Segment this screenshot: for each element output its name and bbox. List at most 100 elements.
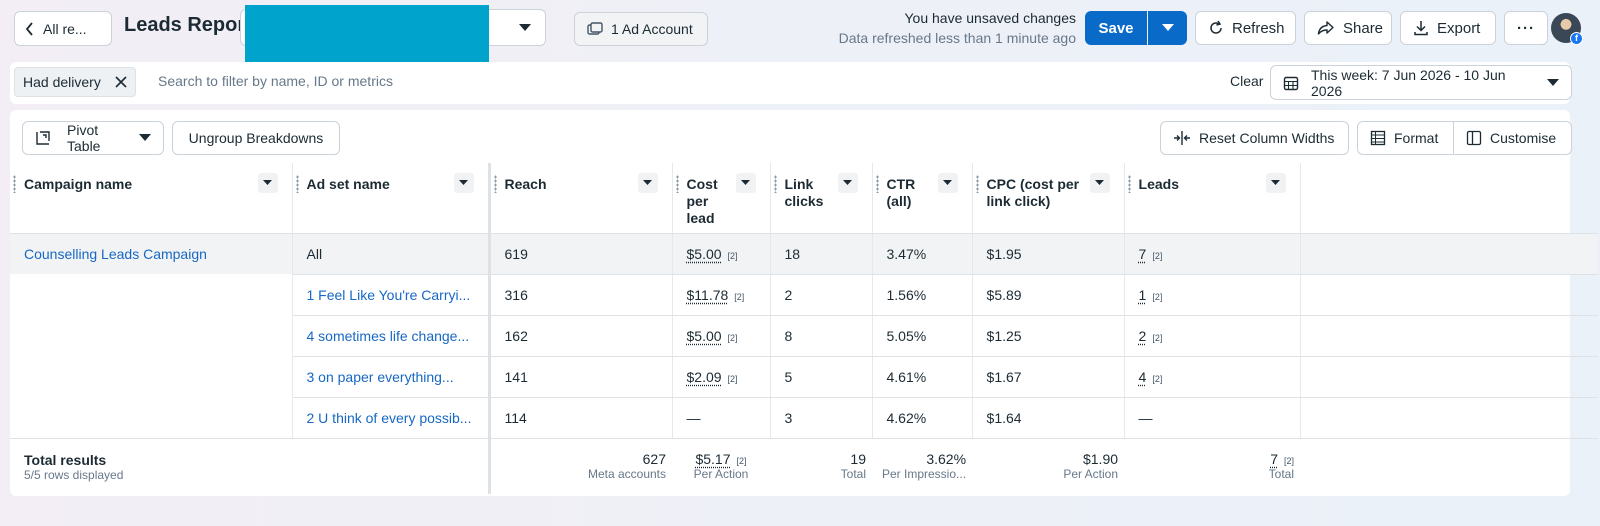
date-range-label: This week: 7 Jun 2026 - 10 Jun 2026 xyxy=(1311,66,1506,99)
totals-row: Total results 5/5 rows displayed 627 Meta… xyxy=(10,438,1598,494)
leads-cell[interactable]: 2 [2] xyxy=(1124,315,1301,357)
share-label: Share xyxy=(1343,19,1384,37)
save-options-button[interactable] xyxy=(1148,11,1187,45)
column-header-spacer xyxy=(1300,163,1599,234)
cost-per-lead-cell[interactable]: $5.00 [2] xyxy=(672,315,771,357)
filter-chip-had-delivery[interactable]: Had delivery xyxy=(14,67,136,97)
calendar-icon xyxy=(1283,76,1299,90)
column-header-ctr[interactable]: CTR (all) xyxy=(872,163,973,234)
spacer-cell xyxy=(1300,438,1598,494)
caret-down-icon[interactable] xyxy=(837,173,858,193)
campaign-name-link[interactable]: Counselling Leads Campaign xyxy=(10,233,293,274)
cpc-cell: $1.25 xyxy=(972,315,1125,357)
back-button[interactable]: All re... xyxy=(14,11,112,46)
caret-down-icon[interactable] xyxy=(1089,173,1110,193)
pivot-table-button[interactable]: Pivot Table xyxy=(22,121,164,155)
cost-per-lead-cell: — xyxy=(672,397,771,439)
share-icon xyxy=(1317,21,1334,35)
totals-label-cell: Total results 5/5 rows displayed xyxy=(10,438,491,494)
pivot-label: Pivot Table xyxy=(67,122,101,154)
caret-down-icon[interactable] xyxy=(937,173,958,193)
totals-cpc: $1.90 Per Action xyxy=(1063,451,1119,482)
close-icon[interactable] xyxy=(115,76,127,88)
leads-cell[interactable]: 4 [2] xyxy=(1124,356,1301,398)
table-row: 4 sometimes life change... 162 $5.00 [2] … xyxy=(10,315,1599,357)
adset-name-link[interactable]: 3 on paper everything... xyxy=(292,356,491,398)
column-header-leads[interactable]: Leads xyxy=(1124,163,1301,234)
cost-per-lead-cell[interactable]: $5.00 [2] xyxy=(672,233,771,275)
totals-cost-per-lead[interactable]: $5.17 [2] Per Action xyxy=(693,451,749,482)
spacer-cell xyxy=(1300,315,1599,357)
format-button[interactable]: Format xyxy=(1357,121,1454,155)
refresh-icon xyxy=(1210,20,1222,34)
date-range-picker[interactable]: This week: 7 Jun 2026 - 10 Jun 2026 xyxy=(1270,65,1572,100)
ctr-cell: 1.56% xyxy=(872,274,973,316)
ctr-cell: 4.61% xyxy=(872,356,973,398)
rows-displayed: 5/5 rows displayed xyxy=(24,468,124,483)
campaign-cell-empty xyxy=(10,397,293,439)
chevron-left-icon xyxy=(25,21,33,36)
column-header-cost-per-lead[interactable]: Cost per lead xyxy=(672,163,771,234)
cpc-cell: $1.67 xyxy=(972,356,1125,398)
spacer-cell xyxy=(1300,233,1599,275)
cpc-cell: $5.89 xyxy=(972,274,1125,316)
column-header-cpc[interactable]: CPC (cost per link click) xyxy=(972,163,1125,234)
save-button[interactable]: Save xyxy=(1085,11,1147,45)
reach-cell: 162 xyxy=(489,315,673,357)
caret-down-icon[interactable] xyxy=(1265,173,1286,193)
caret-down-icon[interactable] xyxy=(453,173,474,193)
share-button[interactable]: Share xyxy=(1304,11,1392,45)
caret-down-icon[interactable] xyxy=(637,173,658,193)
leads-cell[interactable]: 7 [2] xyxy=(1124,233,1301,275)
cost-per-lead-cell[interactable]: $11.78 [2] xyxy=(672,274,771,316)
more-button[interactable]: ··· xyxy=(1504,11,1548,45)
totals-leads[interactable]: 7 [2] Total xyxy=(1268,451,1295,482)
reset-widths-label: Reset Column Widths xyxy=(1199,130,1335,146)
reset-column-widths-button[interactable]: Reset Column Widths xyxy=(1160,121,1349,155)
caret-down-icon[interactable] xyxy=(735,173,756,193)
adset-name-link[interactable]: 2 U think of every possib... xyxy=(292,397,491,439)
clear-button[interactable]: Clear xyxy=(1230,73,1264,89)
column-header-campaign[interactable]: Campaign name xyxy=(10,163,293,234)
column-header-adset[interactable]: Ad set name xyxy=(292,163,491,234)
adset-name-link[interactable]: 1 Feel Like You're Carryi... xyxy=(292,274,491,316)
download-icon xyxy=(1414,21,1428,36)
totals-link-clicks: 19 Total xyxy=(840,451,866,482)
campaign-cell-empty xyxy=(10,315,293,356)
totals-ctr: 3.62% Per Impressio... xyxy=(882,451,967,482)
ungroup-breakdowns-button[interactable]: Ungroup Breakdowns xyxy=(172,121,340,155)
caret-down-icon xyxy=(519,23,531,31)
cpc-cell: $1.95 xyxy=(972,233,1125,275)
column-header-link-clicks[interactable]: Link clicks xyxy=(770,163,873,234)
ad-account-icon xyxy=(587,22,603,35)
caret-down-icon[interactable] xyxy=(257,173,278,193)
ctr-cell: 5.05% xyxy=(872,315,973,357)
facebook-badge-icon: f xyxy=(1570,32,1583,45)
report-table: Campaign name Ad set name Reach Cost per… xyxy=(10,163,1599,494)
pivot-icon xyxy=(36,131,50,145)
search-input[interactable]: Search to filter by name, ID or metrics xyxy=(158,73,393,89)
column-header-reach[interactable]: Reach xyxy=(489,163,673,234)
format-label: Format xyxy=(1394,130,1439,146)
refresh-button[interactable]: Refresh xyxy=(1195,11,1296,45)
leads-cell[interactable]: 1 [2] xyxy=(1124,274,1301,316)
table-row: Counselling Leads Campaign All 619 $5.00… xyxy=(10,233,1599,275)
spacer-cell xyxy=(1300,356,1599,398)
export-button[interactable]: Export xyxy=(1400,11,1496,45)
adset-cell: All xyxy=(292,233,491,275)
totals-reach: 627 Meta accounts xyxy=(587,451,666,482)
ad-account-button[interactable]: 1 Ad Account xyxy=(574,12,708,46)
link-clicks-cell: 18 xyxy=(770,233,873,275)
customise-button[interactable]: Customise xyxy=(1453,121,1572,155)
refreshed-status: Data refreshed less than 1 minute ago xyxy=(838,30,1076,46)
link-clicks-cell: 8 xyxy=(770,315,873,357)
customise-label: Customise xyxy=(1490,130,1557,146)
link-clicks-cell: 2 xyxy=(770,274,873,316)
table-format-icon xyxy=(1370,130,1386,146)
ad-account-label: 1 Ad Account xyxy=(611,21,693,37)
ctr-cell: 4.62% xyxy=(872,397,973,439)
more-icon: ··· xyxy=(1517,19,1535,37)
adset-name-link[interactable]: 4 sometimes life change... xyxy=(292,315,491,357)
ctr-cell: 3.47% xyxy=(872,233,973,275)
cost-per-lead-cell[interactable]: $2.09 [2] xyxy=(672,356,771,398)
